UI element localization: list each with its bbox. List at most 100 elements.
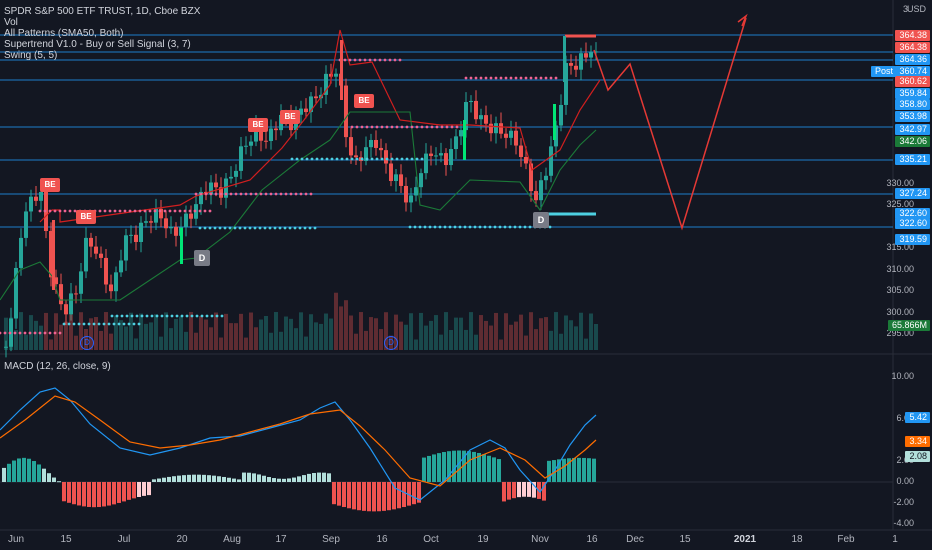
swing-dot [269, 192, 273, 196]
swing-dot [108, 209, 112, 213]
price-tag: 319.59 [895, 234, 930, 245]
macd-histogram-bar [232, 478, 236, 482]
swing-dot [355, 125, 359, 129]
macd-histogram-bar [272, 478, 276, 482]
macd-histogram-bar [77, 482, 81, 506]
macd-histogram-bar [582, 457, 586, 482]
swing-dot [58, 209, 62, 213]
macd-histogram-bar [92, 482, 96, 508]
candle-body [484, 115, 488, 124]
volume-bar [529, 312, 533, 350]
volume-bar [279, 331, 283, 350]
macd-histogram-bar [372, 482, 376, 512]
price-axis-label: 305.00 [886, 285, 914, 296]
volume-bar [174, 318, 178, 350]
swing-dot [249, 192, 253, 196]
swing-dot [223, 226, 227, 230]
swing-dot [115, 314, 119, 318]
bearish-engulfing-marker[interactable]: BE [248, 118, 268, 132]
volume-bar [229, 323, 233, 350]
swing-dot [200, 314, 204, 318]
swing-dot [375, 157, 379, 161]
symbol-title[interactable]: SPDR S&P 500 ETF TRUST, 1D, Cboe BZX [4, 6, 201, 17]
swing-dot [204, 192, 208, 196]
swing-dot [355, 157, 359, 161]
swing-dot [368, 58, 372, 62]
macd-indicator-label[interactable]: MACD (12, 26, close, 9) [4, 361, 111, 372]
candle-body [49, 231, 53, 278]
macd-histogram-bar [507, 482, 511, 500]
macd-histogram-bar [197, 474, 201, 482]
doji-marker[interactable]: D [533, 212, 549, 228]
candle-body [124, 235, 128, 261]
swing-dot [438, 225, 442, 229]
swing-dot [325, 157, 329, 161]
dividend-marker[interactable]: D [384, 336, 398, 350]
supertrend-indicator-label[interactable]: Supertrend V1.0 - Buy or Sell Signal (3,… [4, 39, 191, 50]
macd-histogram-bar [577, 457, 581, 482]
bearish-engulfing-marker[interactable]: BE [280, 110, 300, 124]
volume-bar [14, 330, 18, 350]
swing-dot [238, 226, 242, 230]
patterns-indicator-label[interactable]: All Patterns (SMA50, Both) [4, 28, 124, 39]
volume-bar [154, 314, 158, 350]
macd-histogram-bar [52, 477, 56, 482]
swing-dot [13, 331, 17, 335]
swing-dot [213, 226, 217, 230]
candle-body [139, 222, 143, 242]
swing-dot [110, 314, 114, 318]
currency-num: 3 [902, 4, 908, 14]
volume-bar [374, 318, 378, 350]
swing-dot [383, 58, 387, 62]
swing-dot [180, 314, 184, 318]
bearish-engulfing-marker[interactable]: BE [40, 178, 60, 192]
candle-body [264, 140, 268, 142]
macd-histogram-bar [207, 475, 211, 482]
swing-dot [549, 76, 553, 80]
macd-histogram-bar [392, 482, 396, 510]
price-axis-label: 325.00 [886, 199, 914, 210]
swing-indicator-label[interactable]: Swing (5, 5) [4, 50, 58, 61]
swing-dot [87, 322, 91, 326]
swing-dot [360, 157, 364, 161]
volume-indicator-label[interactable]: Vol [4, 17, 18, 28]
bearish-engulfing-marker[interactable]: BE [354, 94, 374, 108]
candle-body [39, 191, 43, 201]
swing-dot [228, 226, 232, 230]
swing-dot [183, 209, 187, 213]
swing-dot [420, 125, 424, 129]
macd-histogram-bar [422, 457, 426, 482]
macd-histogram-bar [307, 473, 311, 482]
swing-dot [554, 76, 558, 80]
swing-dot [43, 209, 47, 213]
macd-histogram-bar [462, 450, 466, 482]
macd-histogram-bar [292, 477, 296, 482]
currency-label[interactable]: USD [906, 4, 926, 14]
volume-bar [544, 317, 548, 350]
supertrend-green-line [0, 111, 597, 301]
swing-dot [343, 58, 347, 62]
swing-dot [127, 322, 131, 326]
swing-dot [43, 331, 47, 335]
macd-histogram-bar [282, 478, 286, 482]
volume-bar [299, 312, 303, 350]
candle-body [79, 271, 83, 294]
swing-dot [330, 157, 334, 161]
macd-axis-label: 2.00 [896, 455, 932, 465]
volume-bar [444, 312, 448, 350]
swing-dot [243, 226, 247, 230]
swing-dot [390, 157, 394, 161]
dividend-marker[interactable]: D [80, 336, 94, 350]
swing-dot [464, 76, 468, 80]
candle-body [159, 208, 163, 219]
bearish-engulfing-marker[interactable]: BE [76, 210, 96, 224]
volume-bar [524, 335, 528, 350]
macd-histogram-bar [187, 474, 191, 482]
doji-marker[interactable]: D [194, 250, 210, 266]
candle-body [234, 170, 238, 177]
candle-body [489, 123, 493, 134]
volume-bar [209, 327, 213, 350]
volume-bar [259, 319, 263, 350]
